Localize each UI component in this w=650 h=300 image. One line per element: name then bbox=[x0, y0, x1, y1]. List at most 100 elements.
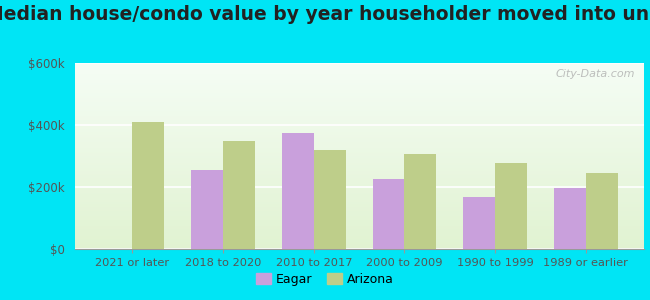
Bar bbox=[75, 160, 644, 162]
Bar bbox=[75, 67, 644, 68]
Bar bbox=[75, 167, 644, 168]
Bar bbox=[75, 186, 644, 187]
Bar bbox=[75, 94, 644, 95]
Bar bbox=[75, 141, 644, 142]
Bar bbox=[75, 224, 644, 225]
Bar bbox=[75, 117, 644, 118]
Bar bbox=[75, 66, 644, 67]
Bar bbox=[75, 135, 644, 136]
Bar bbox=[75, 108, 644, 109]
Bar bbox=[75, 230, 644, 231]
Bar bbox=[75, 165, 644, 166]
Bar bbox=[75, 246, 644, 247]
Bar bbox=[75, 99, 644, 100]
Bar bbox=[75, 103, 644, 104]
Bar bbox=[586, 173, 617, 249]
Bar bbox=[75, 183, 644, 184]
Bar bbox=[75, 205, 644, 206]
Bar bbox=[75, 219, 644, 220]
Bar bbox=[75, 144, 644, 145]
Bar bbox=[75, 190, 644, 191]
Bar bbox=[75, 221, 644, 222]
Bar bbox=[404, 154, 436, 249]
Bar bbox=[75, 72, 644, 73]
Bar bbox=[75, 150, 644, 151]
Bar bbox=[75, 82, 644, 83]
Bar bbox=[75, 104, 644, 105]
Bar bbox=[75, 70, 644, 71]
Bar bbox=[75, 240, 644, 241]
Bar bbox=[75, 202, 644, 203]
Bar bbox=[75, 84, 644, 85]
Bar bbox=[75, 214, 644, 215]
Bar bbox=[75, 115, 644, 116]
Bar bbox=[75, 188, 644, 190]
Bar bbox=[75, 187, 644, 188]
Bar bbox=[75, 234, 644, 235]
Bar bbox=[75, 147, 644, 148]
Bar bbox=[75, 236, 644, 237]
Bar bbox=[75, 241, 644, 242]
Bar bbox=[191, 170, 223, 249]
Bar bbox=[75, 200, 644, 201]
Bar bbox=[75, 209, 644, 210]
Bar bbox=[75, 170, 644, 171]
Bar bbox=[75, 139, 644, 140]
Bar bbox=[75, 175, 644, 176]
Bar bbox=[75, 208, 644, 209]
Bar bbox=[75, 91, 644, 92]
Bar bbox=[75, 210, 644, 211]
Bar bbox=[75, 89, 644, 90]
Bar bbox=[75, 159, 644, 160]
Bar bbox=[75, 247, 644, 248]
Bar bbox=[75, 244, 644, 245]
Bar bbox=[75, 162, 644, 163]
Bar bbox=[75, 95, 644, 97]
Bar bbox=[75, 231, 644, 232]
Bar bbox=[75, 181, 644, 182]
Bar bbox=[75, 128, 644, 129]
Bar bbox=[75, 65, 644, 66]
Bar bbox=[75, 233, 644, 234]
Bar bbox=[75, 102, 644, 103]
Bar bbox=[75, 222, 644, 223]
Bar bbox=[75, 126, 644, 127]
Bar bbox=[314, 150, 346, 249]
Bar bbox=[75, 145, 644, 146]
Bar bbox=[75, 112, 644, 113]
Bar bbox=[75, 193, 644, 194]
Bar bbox=[75, 201, 644, 202]
Bar bbox=[75, 119, 644, 120]
Bar bbox=[75, 130, 644, 131]
Bar bbox=[75, 136, 644, 137]
Bar bbox=[75, 122, 644, 124]
Bar bbox=[75, 71, 644, 72]
Bar bbox=[75, 127, 644, 128]
Bar bbox=[75, 86, 644, 87]
Bar bbox=[75, 149, 644, 150]
Bar bbox=[75, 153, 644, 154]
Bar bbox=[463, 197, 495, 249]
Bar bbox=[75, 158, 644, 159]
Bar bbox=[75, 100, 644, 101]
Bar bbox=[75, 235, 644, 236]
Bar bbox=[75, 185, 644, 186]
Bar bbox=[75, 196, 644, 197]
Bar bbox=[75, 98, 644, 99]
Bar bbox=[75, 166, 644, 167]
Text: Median house/condo value by year householder moved into unit: Median house/condo value by year househo… bbox=[0, 4, 650, 23]
Bar bbox=[75, 101, 644, 102]
Bar bbox=[75, 157, 644, 158]
Bar bbox=[75, 110, 644, 111]
Bar bbox=[75, 216, 644, 217]
Bar bbox=[282, 133, 314, 249]
Bar bbox=[75, 151, 644, 152]
Bar bbox=[75, 243, 644, 244]
Bar bbox=[75, 207, 644, 208]
Bar bbox=[75, 195, 644, 196]
Bar bbox=[75, 82, 644, 83]
Bar bbox=[75, 68, 644, 69]
Bar bbox=[75, 131, 644, 132]
Text: City-Data.com: City-Data.com bbox=[556, 69, 635, 79]
Bar bbox=[75, 227, 644, 228]
